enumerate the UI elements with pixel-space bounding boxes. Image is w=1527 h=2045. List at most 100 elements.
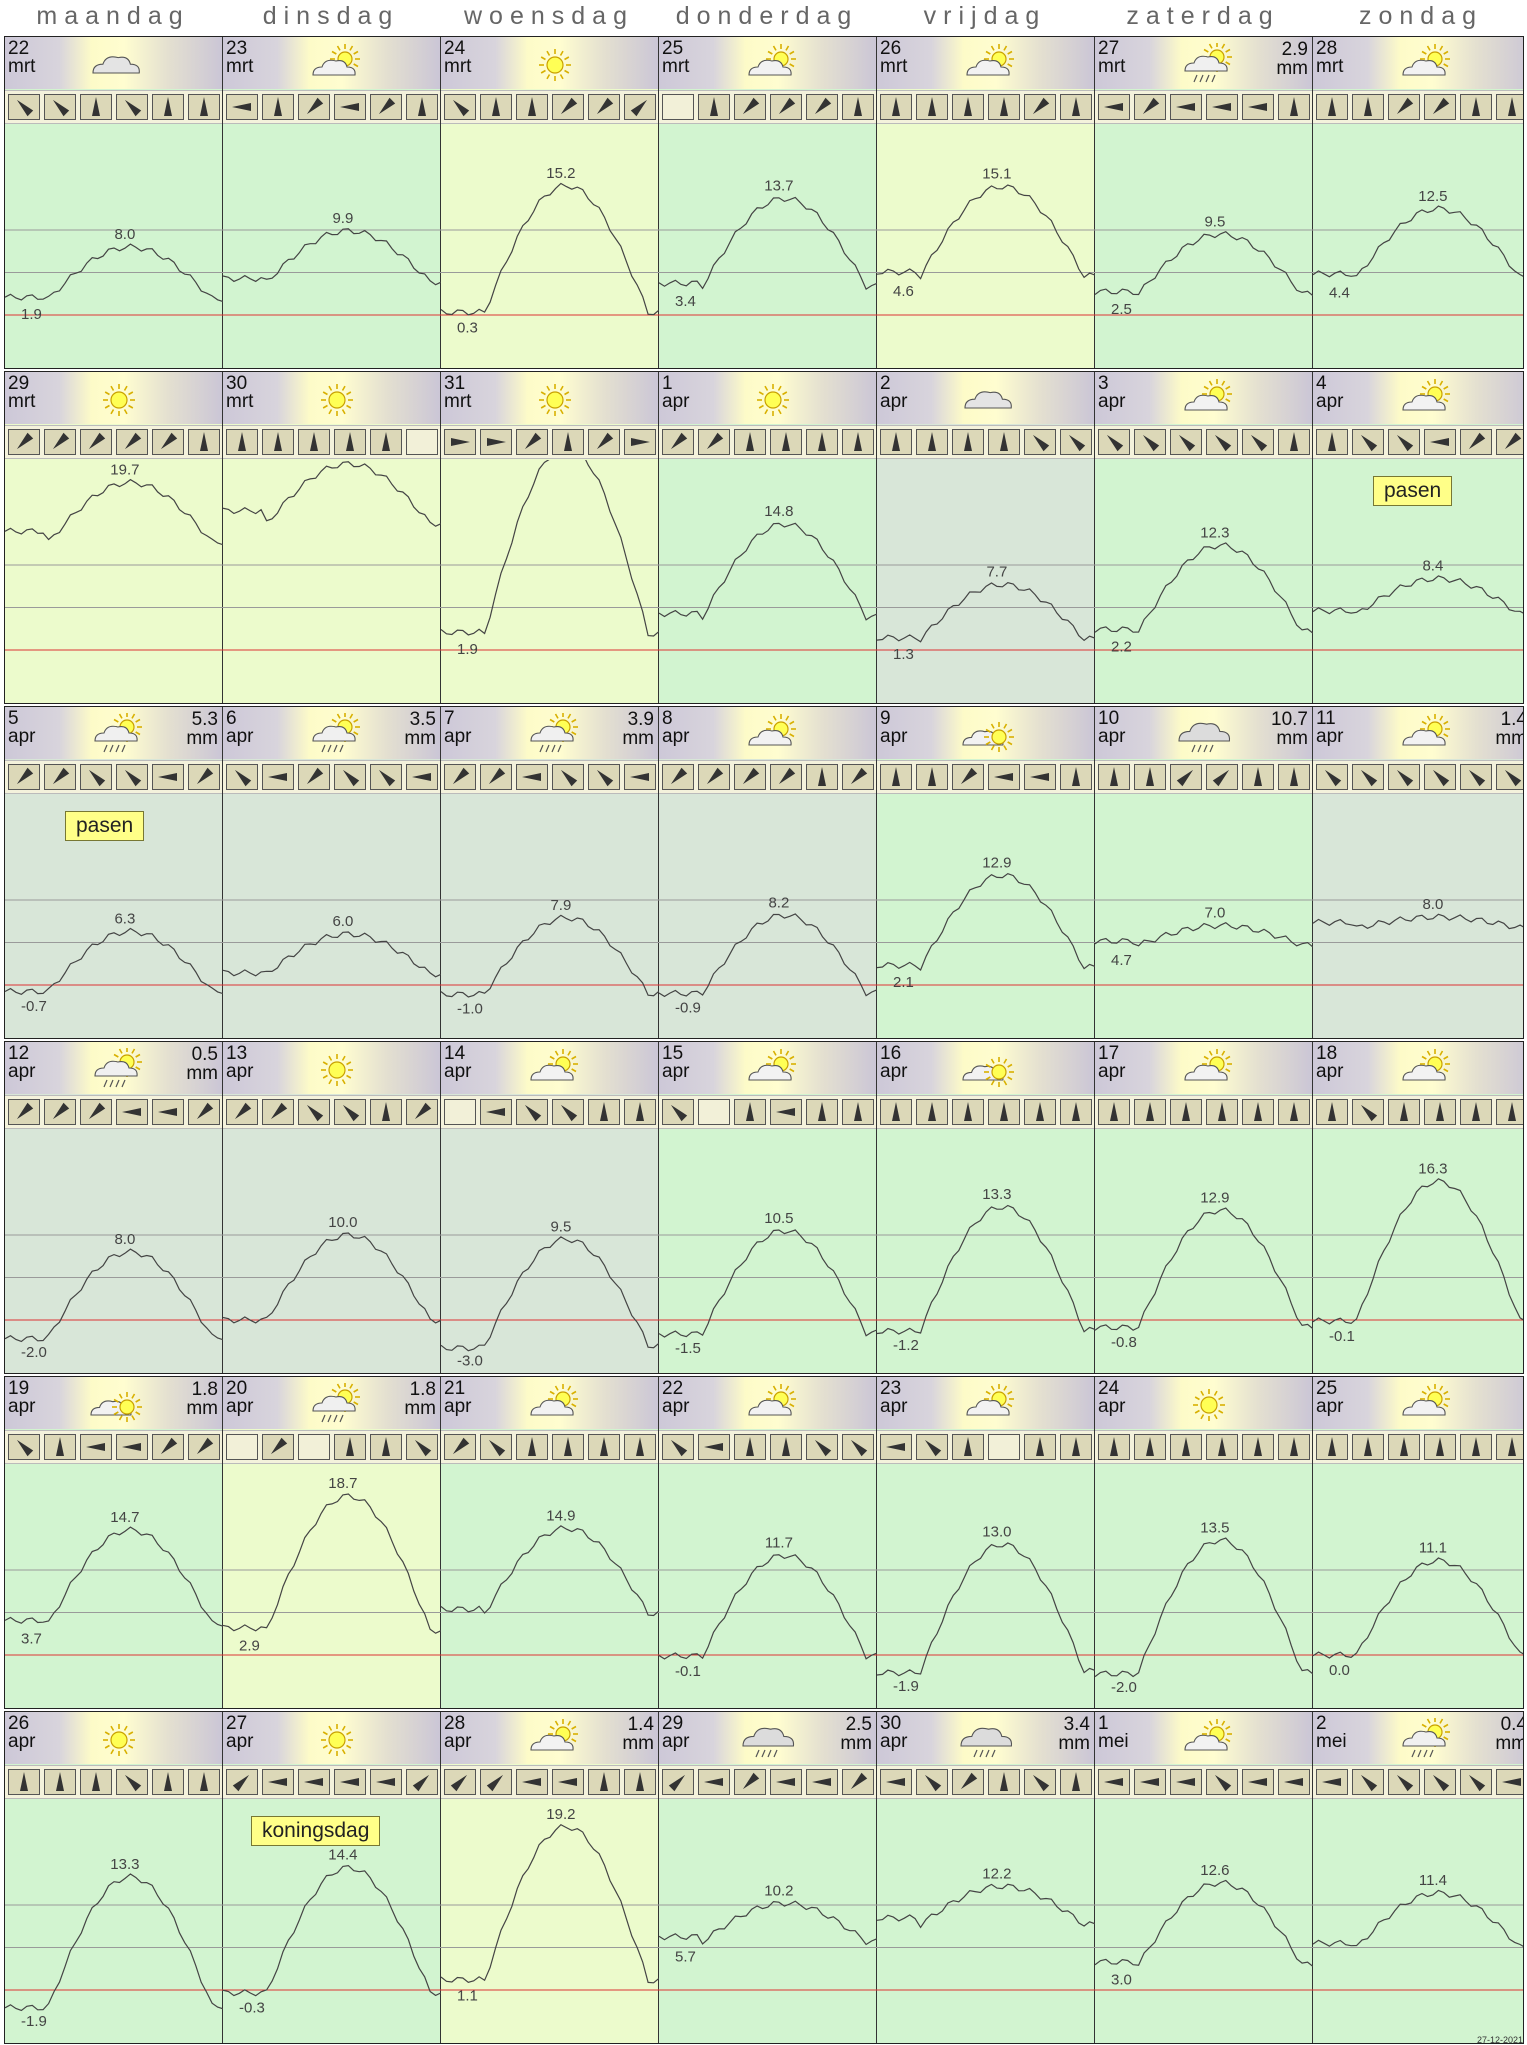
max-temp-label: 18.7 [328, 1475, 357, 1492]
wind-direction-icon [1278, 94, 1310, 120]
wind-direction-icon [1206, 429, 1238, 455]
wind-direction-icon [188, 1434, 220, 1460]
wind-direction-icon [1278, 429, 1310, 455]
wind-direction-icon [226, 764, 258, 790]
wind-direction-icon [152, 1769, 184, 1795]
wind-direction-icon [662, 429, 694, 455]
date-number: 2 [1316, 1713, 1327, 1734]
max-temp-label: 11.4 [1419, 1872, 1447, 1889]
day-header-band: 10 apr 10.7 mm [1095, 707, 1312, 759]
wind-direction-icon [1134, 94, 1166, 120]
wind-direction-icon [1388, 1099, 1420, 1125]
sun-cloud-icon [1184, 1719, 1232, 1751]
wind-direction-icon [952, 1099, 984, 1125]
temperature-line [1313, 1889, 1523, 1947]
day-cell: 28 mrt 12.5 4.4 [1313, 37, 1523, 368]
temperature-line [1095, 1537, 1313, 1678]
date-month: apr [880, 1396, 908, 1417]
wind-direction-icon [1424, 1769, 1456, 1795]
wind-row [877, 1430, 1094, 1464]
temperature-plot: 19.2 1.1 [441, 1806, 659, 2005]
wind-direction-icon [80, 1099, 112, 1125]
wind-direction-icon [1206, 1769, 1238, 1795]
date-number: 15 [662, 1043, 684, 1064]
sun-cloud-icon [1402, 379, 1450, 411]
max-temp-label: 8.4 [1422, 558, 1443, 575]
temperature-plot: 12.9 2.1 [877, 854, 1095, 991]
wind-direction-icon [1206, 1434, 1238, 1460]
precipitation-unit: mm [186, 1398, 218, 1419]
max-temp-label: 12.9 [982, 854, 1011, 871]
wind-direction-icon [406, 94, 438, 120]
wind-row [877, 425, 1094, 459]
wind-direction-icon [152, 764, 184, 790]
wind-direction-icon [770, 94, 802, 120]
max-temp-label: 11.1 [1419, 1540, 1447, 1557]
wind-direction-icon [334, 429, 366, 455]
wind-direction-icon [1424, 1099, 1456, 1125]
date-month: apr [444, 1061, 472, 1082]
wind-direction-icon [552, 429, 584, 455]
wind-direction-icon [406, 764, 438, 790]
temperature-line [659, 1229, 877, 1338]
max-temp-label: 8.2 [768, 894, 789, 911]
day-header-band: 31 mrt [441, 372, 658, 424]
precipitation-unit: mm [186, 1063, 218, 1084]
wind-direction-icon [988, 1099, 1020, 1125]
wind-direction-icon [806, 1434, 838, 1460]
wind-direction-icon [806, 1769, 838, 1795]
wind-direction-icon [444, 1769, 476, 1795]
wind-direction-icon [698, 1099, 730, 1125]
max-temp-label: 7.0 [1204, 905, 1225, 922]
temperature-line [441, 182, 659, 316]
max-temp-label: 16.3 [1418, 1160, 1447, 1177]
wind-direction-icon [624, 94, 656, 120]
day-header-band: 9 apr [877, 707, 1094, 759]
temperature-line [877, 1542, 1095, 1677]
day-cell: 27 mrt 2.9 mm 9.5 2.5 [1095, 37, 1313, 368]
temperature-plot: 11.7 -0.1 [659, 1535, 877, 1680]
wind-direction-icon [770, 1434, 802, 1460]
min-temp-label: -1.0 [457, 1001, 483, 1018]
wind-direction-icon [262, 429, 294, 455]
sun-rain-icon [94, 1048, 142, 1088]
day-header-band: 26 apr [5, 1712, 222, 1764]
wind-direction-icon [262, 1099, 294, 1125]
date-month: apr [226, 726, 254, 747]
sun-cloud-icon [312, 44, 360, 76]
wind-direction-icon [1352, 1769, 1384, 1795]
wind-direction-icon [1460, 429, 1492, 455]
precipitation-unit: mm [1495, 1733, 1524, 1754]
date-number: 20 [226, 1378, 248, 1399]
precipitation-amount: 10.7 mm [1271, 710, 1308, 748]
temperature-line [223, 931, 441, 978]
wind-direction-icon [152, 1434, 184, 1460]
precipitation-amount: 2.9 mm [1276, 40, 1308, 78]
wind-direction-icon [226, 94, 258, 120]
min-temp-label: 1.3 [893, 646, 914, 663]
week-row-1: 29mrt19.730mrt21.931mrt23.91.91apr14.82a… [4, 371, 1524, 704]
wind-direction-icon [1496, 1769, 1523, 1795]
wind-direction-icon [480, 429, 512, 455]
wind-direction-icon [734, 1769, 766, 1795]
date-month: mrt [226, 56, 254, 77]
day-header-band: 6 apr 3.5 mm [223, 707, 440, 759]
wind-direction-icon [1060, 1099, 1092, 1125]
wind-row [659, 1430, 876, 1464]
cloud-sun-icon [90, 1392, 142, 1422]
temperature-plot: 8.0 [1313, 896, 1523, 986]
temperature-line [1313, 1557, 1523, 1659]
cloudy-icon [964, 391, 1012, 409]
day-header-band: 29 apr 2.5 mm [659, 1712, 876, 1764]
wind-direction-icon [370, 1769, 402, 1795]
wind-direction-icon [916, 94, 948, 120]
date-month: apr [444, 1396, 472, 1417]
date-number: 7 [444, 708, 455, 729]
sun-cloud-icon [748, 1384, 796, 1416]
day-cell: 10 apr 10.7 mm 7.0 4.7 [1095, 707, 1313, 1038]
date-number: 3 [1098, 373, 1109, 394]
wind-row [1095, 425, 1312, 459]
wind-direction-icon [1496, 94, 1523, 120]
day-header-2: woensdag [464, 2, 634, 30]
